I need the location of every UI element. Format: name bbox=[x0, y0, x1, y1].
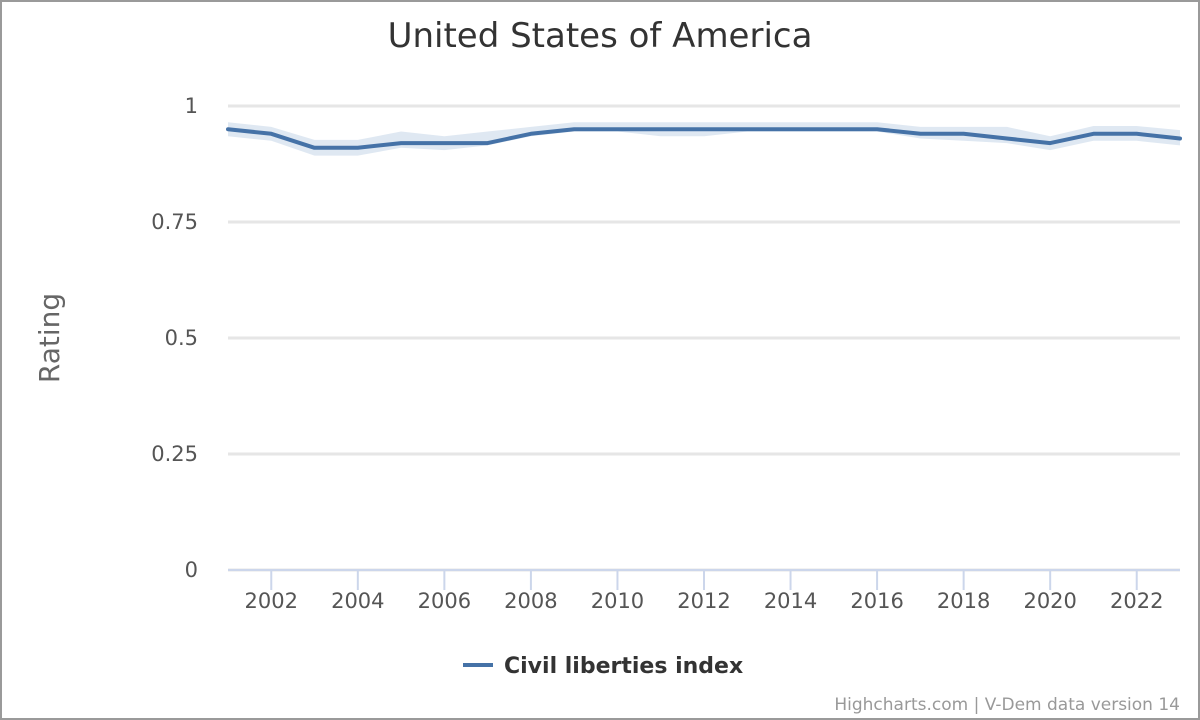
y-tick-label: 0.75 bbox=[151, 210, 198, 234]
y-tick-label: 1 bbox=[185, 94, 198, 118]
x-tick-label: 2008 bbox=[504, 589, 557, 613]
legend-item-civil-liberties[interactable]: Civil liberties index bbox=[463, 654, 743, 679]
data-point[interactable] bbox=[438, 137, 450, 149]
data-point[interactable] bbox=[914, 128, 926, 140]
data-point[interactable] bbox=[958, 128, 970, 140]
x-tick-label: 2012 bbox=[677, 589, 730, 613]
data-point[interactable] bbox=[482, 137, 494, 149]
y-tick-label: 0.25 bbox=[151, 442, 198, 466]
data-point[interactable] bbox=[222, 123, 234, 135]
data-point[interactable] bbox=[395, 137, 407, 149]
data-point[interactable] bbox=[525, 128, 537, 140]
data-point[interactable] bbox=[1001, 132, 1013, 144]
y-axis-title: Rating bbox=[33, 293, 66, 383]
data-point[interactable] bbox=[611, 123, 623, 135]
credits[interactable]: Highcharts.com | V-Dem data version 14 bbox=[834, 695, 1180, 715]
data-point[interactable] bbox=[1044, 137, 1056, 149]
data-point[interactable] bbox=[568, 123, 580, 135]
x-tick-label: 2016 bbox=[850, 589, 903, 613]
data-point[interactable] bbox=[741, 123, 753, 135]
series-band-0 bbox=[228, 122, 1180, 156]
data-point[interactable] bbox=[655, 123, 667, 135]
data-point[interactable] bbox=[698, 123, 710, 135]
y-tick-label: 0 bbox=[185, 558, 198, 582]
data-point[interactable] bbox=[309, 142, 321, 154]
x-axis-ticks: 2002 2004 2006 2008 2010 2012 2014 2016 2018 2020… bbox=[228, 569, 1180, 613]
data-point[interactable] bbox=[1131, 128, 1143, 140]
grid bbox=[228, 104, 1180, 572]
data-point[interactable] bbox=[1087, 128, 1099, 140]
series-line-0[interactable] bbox=[226, 127, 1182, 150]
y-tick-label: 0.5 bbox=[165, 326, 198, 350]
confidence-band bbox=[228, 122, 1180, 156]
data-point[interactable] bbox=[828, 123, 840, 135]
data-point[interactable] bbox=[785, 123, 797, 135]
x-tick-label: 2006 bbox=[418, 589, 471, 613]
data-point[interactable] bbox=[871, 123, 883, 135]
x-tick-label: 2020 bbox=[1023, 589, 1076, 613]
x-tick-label: 2004 bbox=[331, 589, 384, 613]
data-point[interactable] bbox=[265, 128, 277, 140]
data-point[interactable] bbox=[352, 142, 364, 154]
series-lines bbox=[222, 123, 1186, 154]
x-tick-label: 2014 bbox=[764, 589, 817, 613]
x-tick-label: 2018 bbox=[937, 589, 990, 613]
x-tick-label: 2002 bbox=[245, 589, 298, 613]
y-axis-ticks: 0 0.25 0.5 0.75 1 bbox=[151, 94, 198, 582]
x-tick-label: 2022 bbox=[1110, 589, 1163, 613]
data-point[interactable] bbox=[1174, 132, 1186, 144]
chart-title: United States of America bbox=[388, 16, 813, 56]
x-tick-label: 2010 bbox=[591, 589, 644, 613]
legend-label: Civil liberties index bbox=[504, 654, 743, 679]
